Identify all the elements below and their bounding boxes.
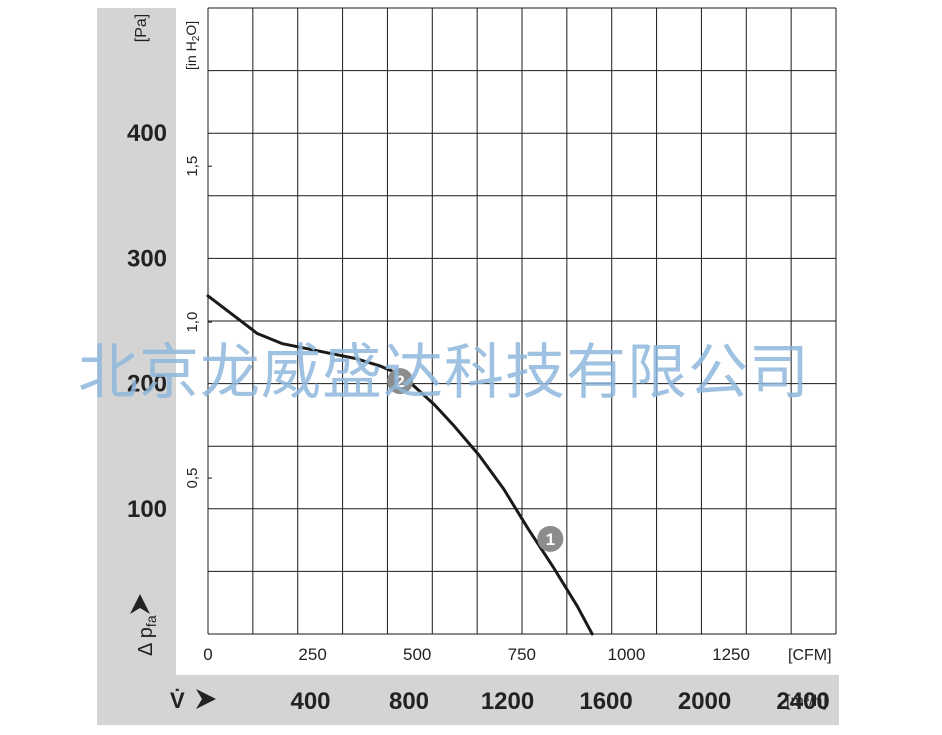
operating-point-marker <box>537 525 564 552</box>
company-watermark: 北京龙威盛达科技有限公司 <box>78 338 810 408</box>
grid <box>207 7 837 635</box>
x-top-tick-label: 750 <box>508 645 536 664</box>
y-inner-tick-label: 1,0 <box>184 312 201 333</box>
y-left-tick-label: 400 <box>127 120 167 147</box>
y-left-tick-label: 200 <box>127 371 167 398</box>
operating-point-marker <box>387 368 414 395</box>
x-arrow-icon <box>196 689 216 709</box>
y-left-tick-label: 300 <box>127 245 167 272</box>
operating-point-label: 2 <box>395 372 404 391</box>
x-unit-m3h: [m³/h] <box>786 693 827 710</box>
marker-layer: 21 <box>387 368 564 552</box>
y-inner-tick-label: 1,5 <box>184 156 201 177</box>
operating-point-label: 1 <box>546 530 555 549</box>
left-axis-panel <box>97 8 176 675</box>
y-arrow-icon <box>130 594 150 614</box>
x-top-tick-label: 250 <box>298 645 326 664</box>
y-axis-label: Δ pfa <box>135 615 159 656</box>
y-inner-tick-label: 0,5 <box>184 468 201 489</box>
x-bottom-tick-label: 800 <box>389 688 429 715</box>
x-top-tick-label: 500 <box>403 645 431 664</box>
x-top-tick-label: 1000 <box>608 645 646 664</box>
y-left-ticks: 100 200 300 400 <box>127 120 167 523</box>
y-unit-inh2o: [in H2O] <box>183 21 202 70</box>
y-inner-ticks: 0,5 1,0 1,5 <box>184 156 212 489</box>
x-top-tick-label: 0 <box>203 645 212 664</box>
x-bottom-tick-label: 1600 <box>579 688 632 715</box>
x-bottom-tick-label: 2000 <box>678 688 731 715</box>
x-unit-cfm: [CFM] <box>788 647 832 664</box>
x-axis-symbol: V̇ <box>170 688 185 713</box>
x-top-ticks: 0 250 500 750 1000 1250 <box>203 645 750 664</box>
x-bottom-ticks: 400 800 1200 1600 2000 2400 <box>290 688 829 715</box>
y-left-tick-label: 100 <box>127 496 167 523</box>
x-top-tick-label: 1250 <box>712 645 750 664</box>
x-bottom-tick-label: 400 <box>290 688 330 715</box>
bottom-axis-panel <box>97 675 839 725</box>
x-bottom-tick-label: 1200 <box>481 688 534 715</box>
x-bottom-tick-label: 2400 <box>776 688 829 715</box>
y-unit-pa: [Pa] <box>133 14 150 42</box>
